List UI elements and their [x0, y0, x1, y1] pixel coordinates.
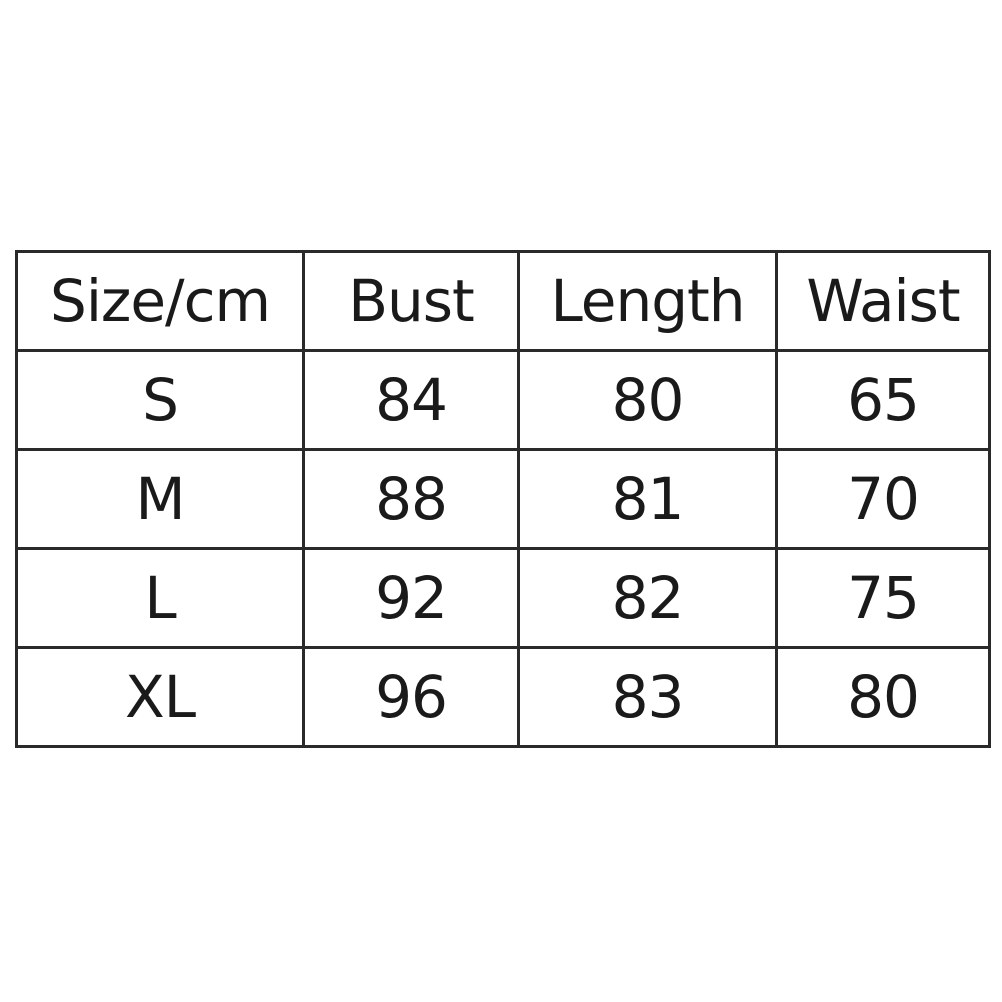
table-row: XL 96 83 80	[15, 646, 991, 748]
bust-cell: 84	[302, 349, 520, 451]
bust-cell: 92	[302, 547, 520, 649]
waist-cell: 65	[775, 349, 991, 451]
table-row: S 84 80 65	[15, 349, 991, 451]
table-row: M 88 81 70	[15, 448, 991, 550]
length-cell: 83	[517, 646, 778, 748]
size-cell: L	[15, 547, 305, 649]
bust-cell: 88	[302, 448, 520, 550]
waist-cell: 80	[775, 646, 991, 748]
header-row: Size/cm Bust Length Waist	[15, 250, 991, 352]
length-cell: 82	[517, 547, 778, 649]
size-cell: XL	[15, 646, 305, 748]
bust-cell: 96	[302, 646, 520, 748]
header-bust: Bust	[302, 250, 520, 352]
size-chart-table: Size/cm Bust Length Waist S 84 80 65 M 8…	[15, 250, 991, 748]
table-row: L 92 82 75	[15, 547, 991, 649]
length-cell: 81	[517, 448, 778, 550]
size-cell: M	[15, 448, 305, 550]
waist-cell: 70	[775, 448, 991, 550]
header-waist: Waist	[775, 250, 991, 352]
length-cell: 80	[517, 349, 778, 451]
waist-cell: 75	[775, 547, 991, 649]
header-length: Length	[517, 250, 778, 352]
header-size: Size/cm	[15, 250, 305, 352]
size-cell: S	[15, 349, 305, 451]
